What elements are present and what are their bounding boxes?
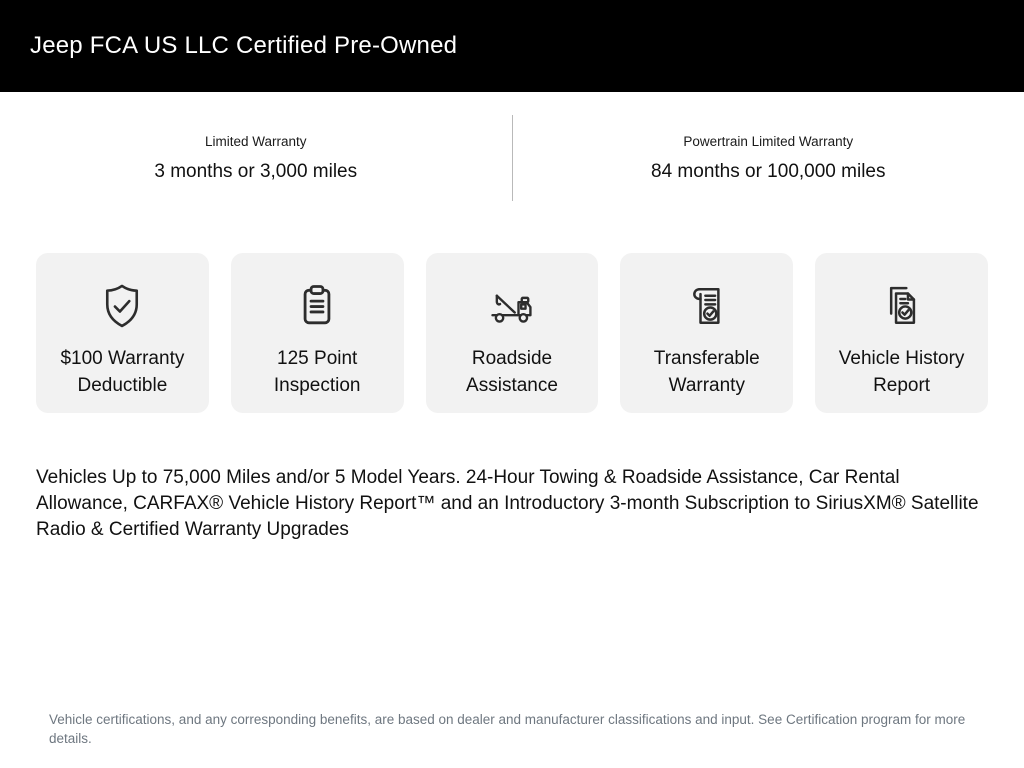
powertrain-warranty-block: Powertrain Limited Warranty 84 months or… — [513, 113, 1024, 203]
card-roadside-assistance: Roadside Assistance — [425, 253, 599, 413]
tow-truck-icon — [483, 275, 541, 337]
clipboard-icon — [291, 275, 343, 337]
warranty-summary: Limited Warranty 3 months or 3,000 miles… — [0, 113, 1024, 203]
card-transferable-warranty: Transferable Warranty — [620, 253, 794, 413]
card-label: $100 Warranty Deductible — [60, 348, 185, 396]
limited-warranty-value: 3 months or 3,000 miles — [154, 160, 358, 182]
header-bar: Jeep FCA US LLC Certified Pre-Owned — [0, 0, 1024, 92]
shield-check-icon — [96, 275, 148, 337]
page-title: Jeep FCA US LLC Certified Pre-Owned — [30, 32, 458, 59]
benefit-cards: $100 Warranty Deductible 125 Point Inspe… — [36, 253, 988, 413]
card-label: 125 Point Inspection — [273, 348, 361, 396]
certification-disclaimer: Vehicle certifications, and any correspo… — [49, 712, 966, 746]
limited-warranty-block: Limited Warranty 3 months or 3,000 miles — [0, 113, 512, 203]
card-point-inspection: 125 Point Inspection — [230, 253, 404, 413]
card-label: Vehicle History Report — [838, 348, 965, 396]
card-label: Transferable Warranty — [653, 348, 760, 396]
benefits-description: Vehicles Up to 75,000 Miles and/or 5 Mod… — [36, 467, 979, 540]
card-label: Roadside Assistance — [466, 348, 558, 396]
powertrain-warranty-label: Powertrain Limited Warranty — [683, 133, 854, 149]
card-vehicle-history: Vehicle History Report — [815, 253, 988, 413]
vertical-divider — [511, 115, 513, 201]
limited-warranty-label: Limited Warranty — [204, 133, 307, 149]
receipt-check-icon — [681, 275, 733, 337]
documents-check-icon — [876, 275, 928, 337]
card-warranty-deductible: $100 Warranty Deductible — [36, 253, 209, 413]
powertrain-warranty-value: 84 months or 100,000 miles — [651, 160, 886, 182]
